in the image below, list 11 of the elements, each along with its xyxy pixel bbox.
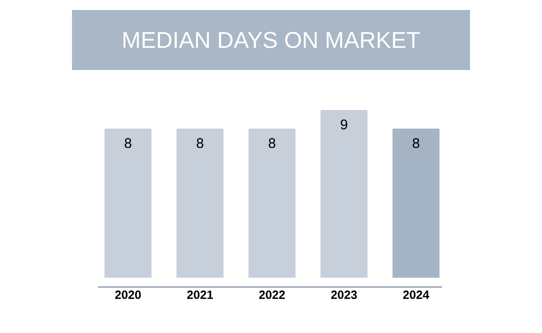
chart-title: MEDIAN DAYS ON MARKET <box>123 32 420 48</box>
data-label: 8 <box>196 138 204 148</box>
x-tick-label: 2020 <box>115 290 141 299</box>
data-label: 9 <box>340 120 348 130</box>
data-label: 8 <box>268 138 276 148</box>
data-label: 8 <box>124 138 132 148</box>
x-tick-label: 2021 <box>187 290 213 299</box>
x-tick-label: 2023 <box>331 290 357 300</box>
data-label: 8 <box>412 138 420 148</box>
x-tick-label: 2024 <box>403 290 430 299</box>
x-tick-label: 2022 <box>259 290 285 299</box>
